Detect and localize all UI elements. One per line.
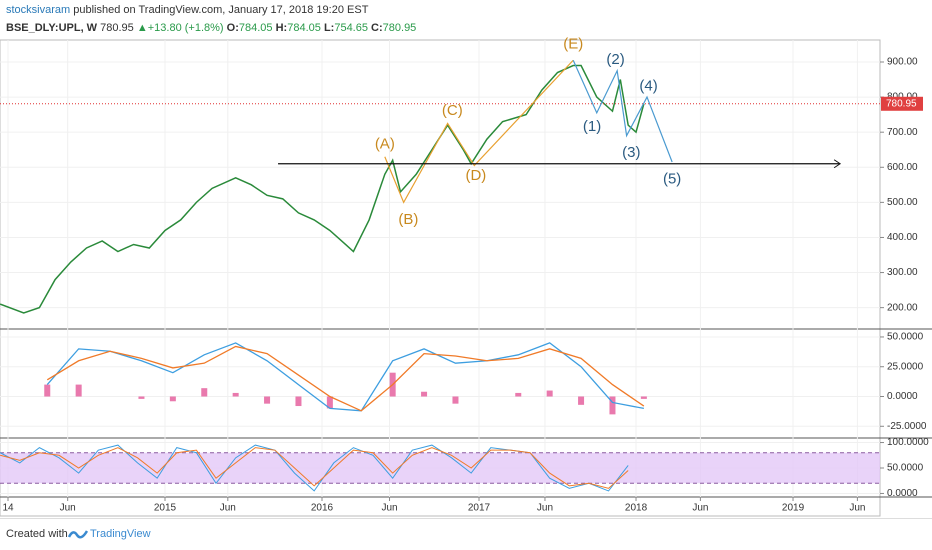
wave-label: (B) <box>398 211 418 228</box>
footer: Created with TradingView <box>0 518 932 550</box>
wave-label: (5) <box>663 171 681 188</box>
symbol: BSE_DLY:UPL, W <box>6 22 98 34</box>
histogram-bar <box>138 396 145 399</box>
close: 780.95 <box>382 22 417 34</box>
price: 780.95 <box>100 22 134 34</box>
low: 754.65 <box>334 22 368 34</box>
stoch-line <box>0 447 629 489</box>
chart: 14 Jun 2015 Jun 2016 Jun 2017 Jun 2018 Jun 2019 Jun… <box>0 35 932 517</box>
histogram-bar <box>295 396 302 407</box>
x-tick-label: 2016 <box>311 503 334 514</box>
y-tick-label: 700.00 <box>887 127 918 138</box>
x-tick-label: 2019 <box>782 503 805 514</box>
y-tick-label: 300.00 <box>887 267 918 278</box>
histogram-bar <box>75 384 82 397</box>
y-tick-label: 200.00 <box>887 302 918 313</box>
histogram-bar <box>421 391 428 397</box>
y-tick-label: 100.0000 <box>887 437 929 448</box>
x-tick-label: 14 <box>2 503 14 514</box>
x-tick-label: 2018 <box>625 503 648 514</box>
wave-line <box>384 59 574 204</box>
stoch-band <box>0 452 880 484</box>
last-price-label: 780.95 <box>886 98 917 109</box>
histogram-bar <box>264 396 271 404</box>
last-price-box <box>881 96 923 111</box>
logo <box>68 530 88 539</box>
arrow-head <box>833 159 842 169</box>
h-label: H: <box>275 22 288 34</box>
symbol-line: BSE_DLY:UPL, W 780.95 ▲+13.80 (+1.8%) O:… <box>6 22 416 34</box>
histogram-bar <box>232 392 239 397</box>
wave-label: (3) <box>622 144 640 161</box>
histogram-bar <box>326 396 333 409</box>
open: 784.05 <box>238 22 273 34</box>
published: published on TradingView.com, January 17… <box>73 4 369 16</box>
wave-label: (C) <box>442 102 463 119</box>
histogram-bar <box>169 396 176 402</box>
x-tick-label: 2017 <box>468 503 491 514</box>
y-tick-label: 600.00 <box>887 162 918 173</box>
brand[interactable]: TradingView <box>90 528 151 540</box>
o-label: O: <box>226 22 239 34</box>
macd-line <box>46 342 644 412</box>
c-label: C: <box>371 22 383 34</box>
plot-frame <box>0 39 881 517</box>
wave-label: (D) <box>465 167 486 184</box>
x-tick-label: Jun <box>220 503 236 514</box>
histogram-bar <box>609 396 616 415</box>
histogram-bar <box>452 396 459 404</box>
high: 784.05 <box>287 22 321 34</box>
y-tick-label: 900.00 <box>887 57 918 68</box>
x-tick-label: Jun <box>381 503 397 514</box>
histogram-bar <box>515 392 522 397</box>
l-label: L: <box>323 22 335 34</box>
y-tick-label: 0.0000 <box>887 391 918 402</box>
wave-label: (1) <box>583 118 601 135</box>
author[interactable]: stocksivaram <box>6 4 71 16</box>
wave-label: (A) <box>375 135 395 152</box>
x-tick-label: 2015 <box>154 503 177 514</box>
y-tick-label: 0.0000 <box>887 488 918 499</box>
y-tick-label: 400.00 <box>887 232 918 243</box>
y-tick-label: -25.0000 <box>887 421 927 432</box>
histogram-bar <box>546 390 553 397</box>
y-tick-label: 50.0000 <box>887 463 924 474</box>
histogram-bar <box>578 396 585 405</box>
wave-line <box>572 60 673 163</box>
y-tick-label: 25.0000 <box>887 361 924 372</box>
price-line <box>0 64 645 314</box>
arrow: ▲ <box>136 22 148 34</box>
x-tick-label: Jun <box>849 503 865 514</box>
wave-label: (2) <box>606 51 624 68</box>
x-tick-label: Jun <box>692 503 708 514</box>
wave-label: (E) <box>563 35 583 52</box>
wave-label: (4) <box>639 78 657 95</box>
histogram-bar <box>201 388 208 397</box>
created-with: Created with <box>6 528 68 540</box>
y-tick-label: 500.00 <box>887 197 918 208</box>
histogram-bar <box>44 384 51 397</box>
x-tick-label: Jun <box>537 503 553 514</box>
change: +13.80 (+1.8%) <box>147 22 224 34</box>
macd-line <box>46 345 645 412</box>
histogram-bar <box>640 396 647 399</box>
y-tick-label: 50.0000 <box>887 332 924 343</box>
x-tick-label: Jun <box>60 503 76 514</box>
header-line: stocksivaram published on TradingView.co… <box>6 4 368 16</box>
